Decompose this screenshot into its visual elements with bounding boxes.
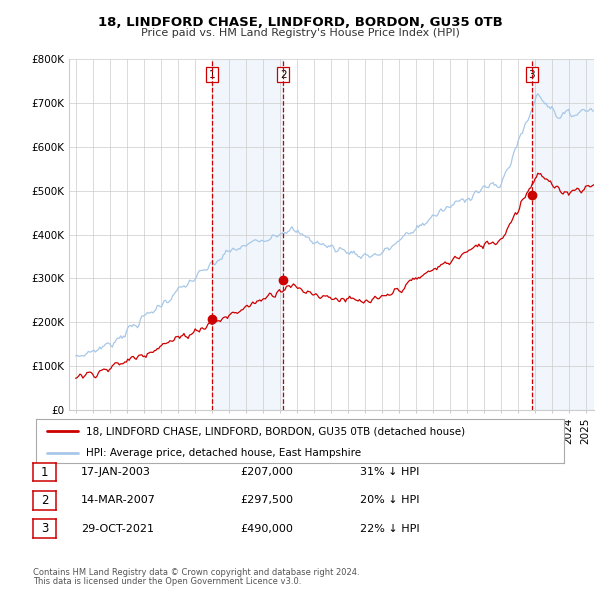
Text: 17-JAN-2003: 17-JAN-2003	[81, 467, 151, 477]
Text: £297,500: £297,500	[240, 496, 293, 505]
Text: 29-OCT-2021: 29-OCT-2021	[81, 524, 154, 533]
Bar	[532, 59, 594, 410]
Text: 2: 2	[280, 70, 286, 80]
Text: 1: 1	[209, 70, 216, 80]
Text: This data is licensed under the Open Government Licence v3.0.: This data is licensed under the Open Gov…	[33, 578, 301, 586]
Text: £490,000: £490,000	[240, 524, 293, 533]
Text: 20% ↓ HPI: 20% ↓ HPI	[360, 496, 419, 505]
Text: 18, LINDFORD CHASE, LINDFORD, BORDON, GU35 0TB (detached house): 18, LINDFORD CHASE, LINDFORD, BORDON, GU…	[86, 427, 465, 436]
Text: 1: 1	[41, 466, 48, 478]
Text: HPI: Average price, detached house, East Hampshire: HPI: Average price, detached house, East…	[86, 448, 361, 458]
Text: 3: 3	[529, 70, 535, 80]
Text: Contains HM Land Registry data © Crown copyright and database right 2024.: Contains HM Land Registry data © Crown c…	[33, 568, 359, 577]
Text: 2: 2	[41, 494, 48, 507]
Text: Price paid vs. HM Land Registry's House Price Index (HPI): Price paid vs. HM Land Registry's House …	[140, 28, 460, 38]
Text: 3: 3	[41, 522, 48, 535]
Text: 31% ↓ HPI: 31% ↓ HPI	[360, 467, 419, 477]
Text: £207,000: £207,000	[240, 467, 293, 477]
Text: 14-MAR-2007: 14-MAR-2007	[81, 496, 156, 505]
Text: 22% ↓ HPI: 22% ↓ HPI	[360, 524, 419, 533]
Bar	[212, 59, 283, 410]
Text: 18, LINDFORD CHASE, LINDFORD, BORDON, GU35 0TB: 18, LINDFORD CHASE, LINDFORD, BORDON, GU…	[98, 16, 502, 29]
